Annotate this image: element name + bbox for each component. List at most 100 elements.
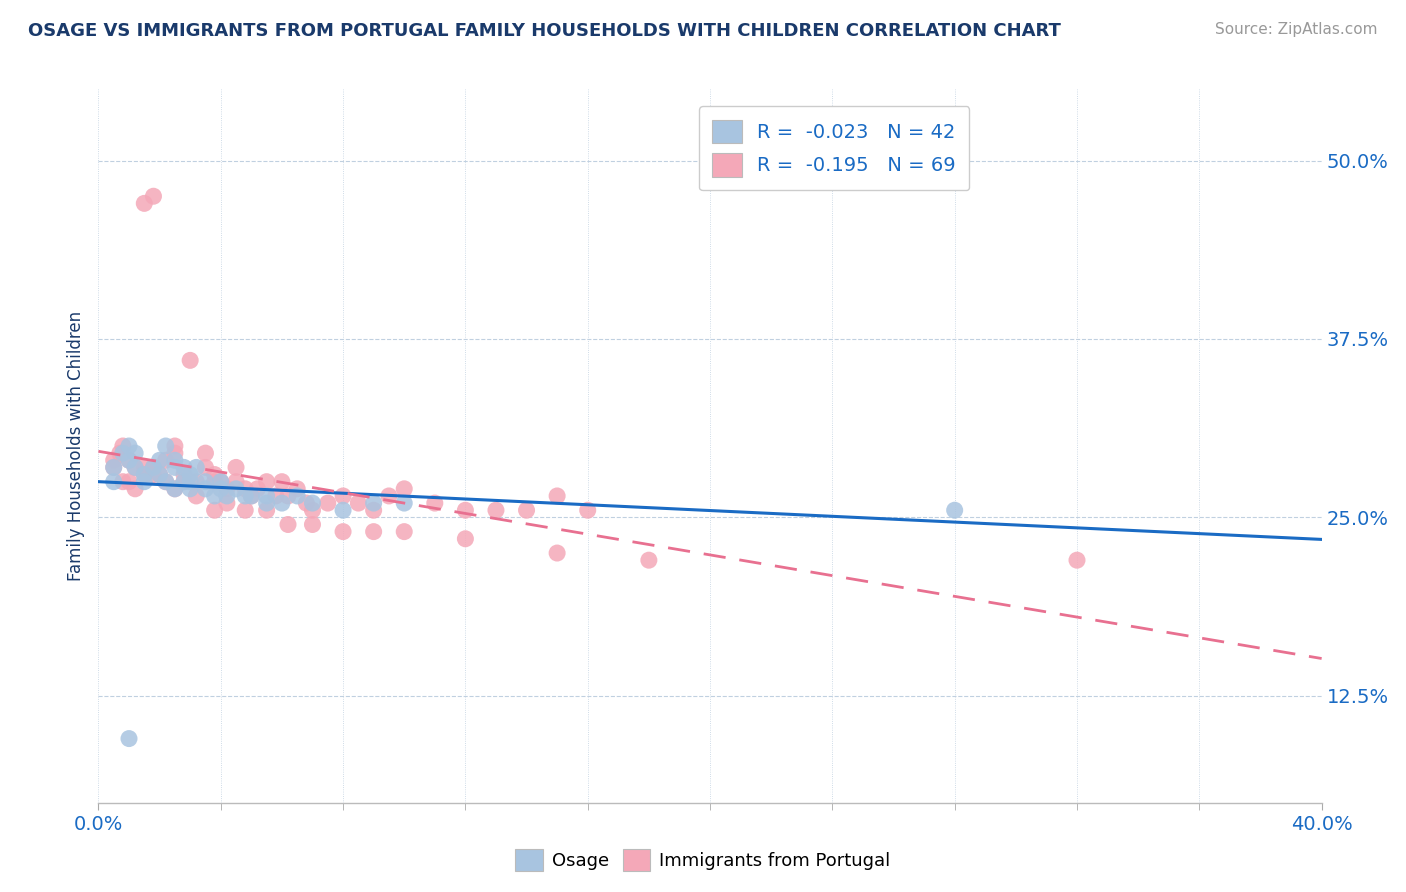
Point: [332, 503, 354, 517]
Point: [103, 460, 125, 475]
Point: [163, 439, 186, 453]
Point: [124, 482, 146, 496]
Point: [111, 446, 134, 460]
Point: [179, 467, 201, 482]
Point: [256, 475, 278, 489]
Point: [225, 460, 247, 475]
Point: [215, 489, 238, 503]
Point: [301, 517, 323, 532]
Point: [163, 453, 186, 467]
Text: OSAGE VS IMMIGRANTS FROM PORTUGAL FAMILY HOUSEHOLDS WITH CHILDREN CORRELATION CH: OSAGE VS IMMIGRANTS FROM PORTUGAL FAMILY…: [28, 22, 1062, 40]
Point: [270, 496, 292, 510]
Point: [233, 489, 256, 503]
Point: [142, 460, 165, 475]
Point: [423, 496, 446, 510]
Point: [173, 460, 195, 475]
Point: [233, 503, 256, 517]
Point: [225, 482, 247, 496]
Point: [637, 553, 661, 567]
Legend: R =  -0.023   N = 42, R =  -0.195   N = 69: R = -0.023 N = 42, R = -0.195 N = 69: [699, 106, 969, 191]
Point: [124, 446, 146, 460]
Point: [155, 475, 177, 489]
Point: [363, 524, 385, 539]
Point: [155, 439, 177, 453]
Point: [142, 460, 165, 475]
Point: [363, 496, 385, 510]
Point: [124, 460, 146, 475]
Point: [332, 524, 354, 539]
Point: [392, 482, 416, 496]
Point: [295, 496, 318, 510]
Point: [332, 489, 354, 503]
Point: [142, 189, 165, 203]
Point: [108, 446, 131, 460]
Point: [277, 517, 299, 532]
Point: [1066, 553, 1088, 567]
Point: [118, 475, 141, 489]
Point: [392, 524, 416, 539]
Point: [316, 496, 339, 510]
Text: Source: ZipAtlas.com: Source: ZipAtlas.com: [1215, 22, 1378, 37]
Point: [256, 489, 278, 503]
Point: [301, 503, 323, 517]
Point: [163, 446, 186, 460]
Point: [240, 489, 263, 503]
Point: [149, 467, 172, 482]
Point: [186, 475, 208, 489]
Point: [270, 475, 292, 489]
Point: [163, 460, 186, 475]
Point: [194, 475, 217, 489]
Point: [378, 489, 401, 503]
Point: [454, 532, 477, 546]
Point: [118, 439, 141, 453]
Point: [264, 489, 287, 503]
Point: [240, 489, 263, 503]
Point: [943, 503, 966, 517]
Point: [454, 503, 477, 517]
Point: [225, 475, 247, 489]
Point: [204, 475, 226, 489]
Point: [246, 482, 269, 496]
Point: [546, 489, 568, 503]
Point: [149, 467, 172, 482]
Point: [118, 731, 141, 746]
Point: [204, 489, 226, 503]
Point: [576, 503, 599, 517]
Point: [179, 482, 201, 496]
Point: [163, 482, 186, 496]
Point: [285, 489, 308, 503]
Point: [118, 453, 141, 467]
Point: [546, 546, 568, 560]
Legend: Osage, Immigrants from Portugal: Osage, Immigrants from Portugal: [508, 842, 898, 879]
Point: [186, 460, 208, 475]
Point: [179, 353, 201, 368]
Point: [142, 467, 165, 482]
Point: [256, 496, 278, 510]
Point: [347, 496, 370, 510]
Point: [392, 496, 416, 510]
Point: [186, 489, 208, 503]
Point: [111, 475, 134, 489]
Point: [204, 503, 226, 517]
Point: [194, 446, 217, 460]
Point: [134, 475, 156, 489]
Point: [149, 453, 172, 467]
Point: [215, 482, 238, 496]
Point: [134, 467, 156, 482]
Point: [209, 475, 232, 489]
Point: [363, 503, 385, 517]
Point: [155, 475, 177, 489]
Point: [256, 503, 278, 517]
Point: [118, 453, 141, 467]
Point: [194, 460, 217, 475]
Point: [103, 475, 125, 489]
Point: [516, 503, 538, 517]
Point: [215, 496, 238, 510]
Point: [173, 467, 195, 482]
Point: [124, 460, 146, 475]
Point: [277, 489, 299, 503]
Point: [103, 460, 125, 475]
Point: [194, 482, 217, 496]
Point: [209, 475, 232, 489]
Point: [204, 467, 226, 482]
